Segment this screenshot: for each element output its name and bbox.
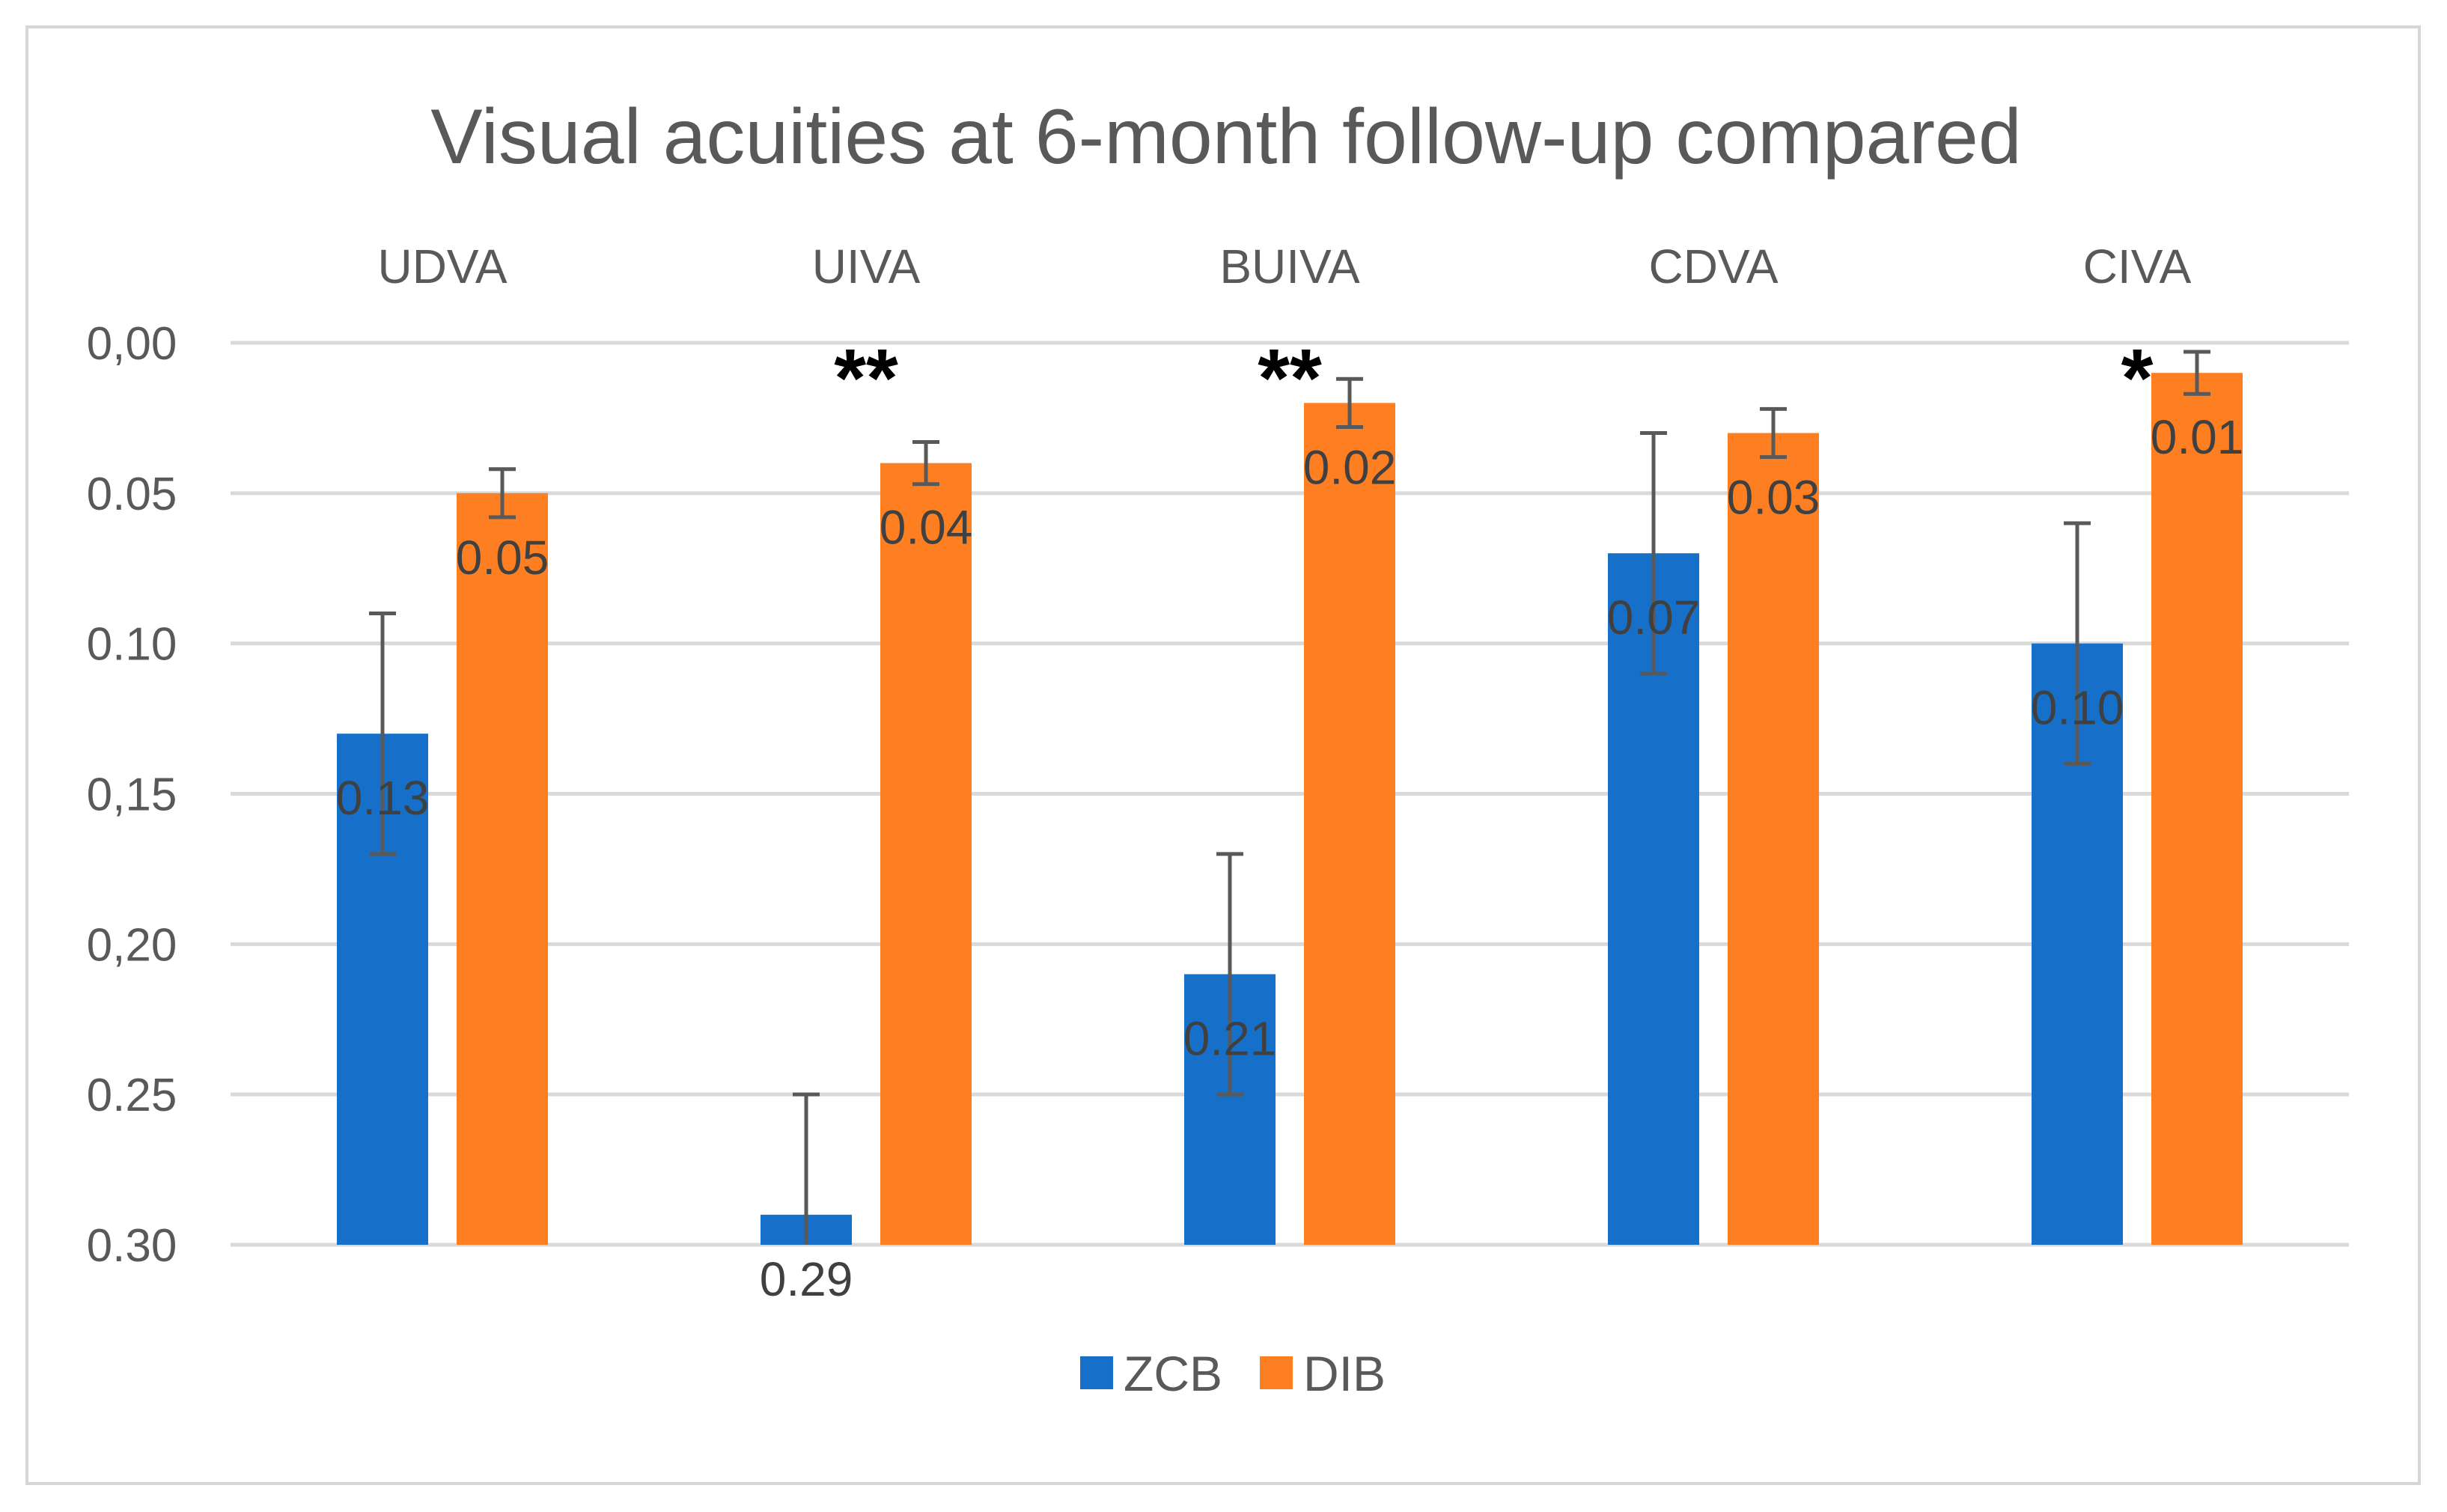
bars (337, 373, 2243, 1246)
chart-title: Visual acuities at 6-month follow-up com… (430, 94, 2021, 180)
significance-marker: * (2121, 332, 2154, 424)
category-label: CDVA (1648, 240, 1778, 293)
legend: ZCB DIB (1080, 1346, 1386, 1401)
y-tick-label: 0.05 (87, 469, 177, 520)
data-label: 0.21 (1183, 1012, 1277, 1066)
data-label: 0.05 (456, 531, 549, 585)
data-labels: 0.13 0.05 0.29 0.04 0.21 0.02 0.07 0.03 0.10 0.01 (336, 410, 2244, 1306)
y-tick-label: 0,00 (87, 318, 177, 370)
gridlines (231, 341, 2349, 1247)
legend-swatch-dib (1260, 1356, 1293, 1389)
data-label: 0.01 (2151, 410, 2244, 464)
y-axis-ticks: 0,00 0.05 0.10 0,15 0,20 0.25 0.30 (87, 318, 177, 1272)
data-label: 0.13 (336, 771, 430, 825)
bar-dib (1304, 403, 1395, 1245)
chart: Visual acuities at 6-month follow-up com… (87, 94, 2349, 1401)
data-label: 0.07 (1607, 591, 1701, 644)
significance-marker: ** (1258, 332, 1322, 424)
data-label: 0.10 (2031, 681, 2124, 735)
bar-dib (457, 493, 548, 1245)
data-label: 0.03 (1727, 471, 1820, 525)
category-label: CIVA (2083, 240, 2192, 293)
category-labels: UDVA UIVA BUIVA CDVA CIVA (377, 240, 2191, 293)
category-label: UDVA (377, 240, 507, 293)
y-tick-label: 0.25 (87, 1070, 177, 1121)
error-bars (369, 350, 2210, 1245)
category-label: BUIVA (1219, 240, 1360, 293)
y-tick-label: 0,15 (87, 769, 177, 821)
legend-label-zcb: ZCB (1124, 1346, 1222, 1401)
category-label: UIVA (812, 240, 921, 293)
legend-swatch-zcb (1080, 1356, 1113, 1389)
significance-marker: ** (834, 332, 898, 424)
data-label: 0.02 (1303, 440, 1397, 494)
y-tick-label: 0.10 (87, 619, 177, 671)
bar-dib (880, 463, 972, 1245)
significance-markers: ** ** * (834, 332, 2153, 424)
legend-label-dib: DIB (1303, 1346, 1386, 1401)
chart-frame: Visual acuities at 6-month follow-up com… (25, 25, 2421, 1485)
bar-dib (2151, 373, 2243, 1246)
bar-dib (1728, 433, 1819, 1245)
y-tick-label: 0,20 (87, 919, 177, 971)
data-label: 0.04 (880, 501, 973, 555)
data-label: 0.29 (760, 1252, 853, 1306)
y-tick-label: 0.30 (87, 1220, 177, 1272)
